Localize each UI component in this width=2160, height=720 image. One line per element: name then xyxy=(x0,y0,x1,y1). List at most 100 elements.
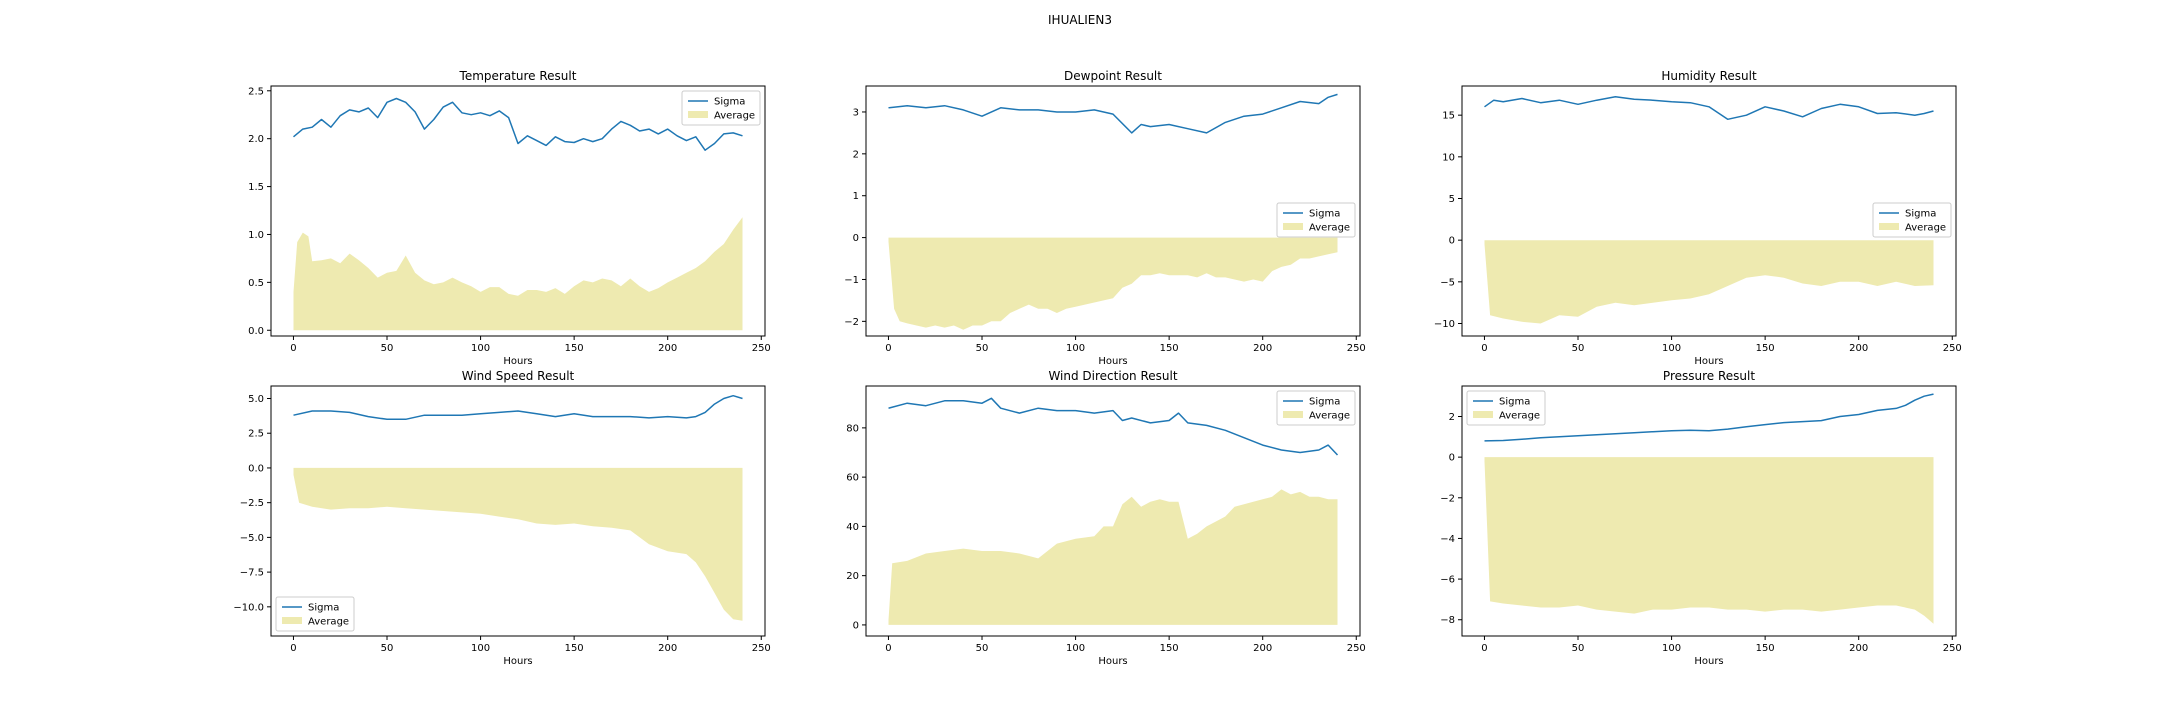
x-tick-label: 250 xyxy=(752,343,771,354)
x-tick-label: 200 xyxy=(1253,343,1272,354)
legend-average-label: Average xyxy=(1309,411,1350,422)
y-tick-label: −7.5 xyxy=(240,568,264,579)
x-tick-label: 100 xyxy=(471,343,490,354)
y-tick-label: −2.5 xyxy=(240,498,264,509)
x-tick-label: 150 xyxy=(1756,343,1775,354)
legend: Sigma Average xyxy=(275,596,355,632)
chart-panel: 0 50 100 150 200 250 −10.0 −7.5 −5.0 −2.5 0.0 2.5 5.… xyxy=(233,369,770,667)
chart-title: Temperature Result xyxy=(459,69,577,83)
y-tick-label: 2.0 xyxy=(248,134,264,145)
axes-frame xyxy=(865,385,1361,637)
series-sigma-line xyxy=(888,397,1339,456)
x-tick-label: 200 xyxy=(1849,343,1868,354)
y-tick-label: −6 xyxy=(1440,575,1455,586)
legend-average-swatch xyxy=(688,111,708,118)
x-tick-label: 100 xyxy=(1662,343,1681,354)
legend: Sigma Average xyxy=(681,90,761,126)
x-axis-label: Hours xyxy=(1694,656,1723,667)
series-average-area xyxy=(888,489,1338,625)
legend-sigma-label: Sigma xyxy=(1309,209,1340,220)
series-average-area xyxy=(1484,457,1934,624)
legend-average-swatch xyxy=(1283,411,1303,418)
x-tick-label: 150 xyxy=(1160,343,1179,354)
x-axis-label: Hours xyxy=(503,656,532,667)
x-tick-label: 0 xyxy=(885,643,891,654)
legend-average-label: Average xyxy=(308,617,349,628)
y-tick-label: −4 xyxy=(1440,534,1455,545)
x-tick-label: 100 xyxy=(1066,343,1085,354)
x-tick-label: 200 xyxy=(1253,643,1272,654)
series-average-area xyxy=(293,467,743,621)
x-tick-label: 150 xyxy=(1756,643,1775,654)
series-sigma-line xyxy=(888,93,1338,134)
y-tick-label: 0 xyxy=(1449,236,1455,247)
chart-panel: 0 50 100 150 200 250 0.0 0.5 1.0 1.5 2.0 2.5 Tempera… xyxy=(248,69,771,367)
x-tick-label: 50 xyxy=(381,643,394,654)
y-tick-label: 0.0 xyxy=(248,326,264,337)
x-tick-label: 250 xyxy=(1943,343,1962,354)
legend-average-label: Average xyxy=(1499,411,1540,422)
legend-sigma-label: Sigma xyxy=(1499,397,1530,408)
y-tick-label: −5.0 xyxy=(240,533,264,544)
x-tick-label: 150 xyxy=(1160,643,1179,654)
y-tick-label: 1.5 xyxy=(248,182,264,193)
x-tick-label: 250 xyxy=(1347,343,1366,354)
y-tick-label: 2.5 xyxy=(248,86,264,97)
y-tick-label: 15 xyxy=(1442,111,1455,122)
series-sigma-line xyxy=(293,97,743,151)
y-tick-label: −2 xyxy=(844,317,859,328)
x-tick-label: 0 xyxy=(885,343,891,354)
y-tick-label: −10 xyxy=(1434,319,1455,330)
x-tick-label: 200 xyxy=(658,343,677,354)
chart-title: Pressure Result xyxy=(1663,369,1755,383)
y-tick-label: 1 xyxy=(853,191,859,202)
series-average-area xyxy=(888,237,1338,330)
x-tick-label: 50 xyxy=(1572,343,1585,354)
x-tick-label: 50 xyxy=(381,343,394,354)
x-tick-label: 150 xyxy=(565,643,584,654)
y-tick-label: 10 xyxy=(1442,152,1455,163)
figure-title: IHUALIEN3 xyxy=(1048,13,1112,27)
y-tick-label: 0.5 xyxy=(248,278,264,289)
legend-sigma-label: Sigma xyxy=(714,97,745,108)
y-tick-label: 5.0 xyxy=(248,394,264,405)
legend-sigma-label: Sigma xyxy=(1905,209,1936,220)
y-tick-label: 60 xyxy=(846,473,859,484)
y-tick-label: −5 xyxy=(1440,277,1455,288)
legend-sigma-label: Sigma xyxy=(1309,397,1340,408)
x-tick-label: 50 xyxy=(1572,643,1585,654)
chart-panels: 0 50 100 150 200 2500.00.51.01.52.02.5Tempera… xyxy=(233,69,1961,667)
axes-frame xyxy=(865,85,1361,337)
y-tick-label: 0 xyxy=(853,233,859,244)
chart-title: Wind Direction Result xyxy=(1048,369,1177,383)
x-tick-label: 50 xyxy=(976,643,989,654)
y-tick-label: 80 xyxy=(846,423,859,434)
axes-frame xyxy=(270,85,766,337)
legend: Sigma Average xyxy=(1276,202,1356,238)
x-tick-label: 250 xyxy=(1347,643,1366,654)
series-average-area xyxy=(1484,240,1934,324)
y-tick-label: 0 xyxy=(853,620,859,631)
y-tick-label: 0.0 xyxy=(248,463,264,474)
x-tick-label: 150 xyxy=(565,343,584,354)
legend-sigma-label: Sigma xyxy=(308,603,339,614)
y-tick-label: 2.5 xyxy=(248,429,264,440)
series-average-area xyxy=(293,217,743,331)
y-tick-label: 2 xyxy=(853,149,859,160)
x-tick-label: 100 xyxy=(1662,643,1681,654)
legend: Sigma Average xyxy=(1466,390,1546,426)
legend-average-label: Average xyxy=(1905,223,1946,234)
y-tick-label: 40 xyxy=(846,522,859,533)
x-tick-label: 0 xyxy=(1481,643,1487,654)
x-tick-label: 250 xyxy=(752,643,771,654)
legend-average-swatch xyxy=(1283,223,1303,230)
y-tick-label: 2 xyxy=(1449,412,1455,423)
legend-average-label: Average xyxy=(714,111,755,122)
x-tick-label: 0 xyxy=(290,643,296,654)
x-tick-label: 250 xyxy=(1943,643,1962,654)
chart-panel: 0 50 100 150 200 250 −10 −5 0 5 10 15 Humidity Resul… xyxy=(1434,69,1962,367)
series-sigma-line xyxy=(1484,96,1934,121)
axes-frame xyxy=(270,385,766,637)
x-axis-label: Hours xyxy=(1098,356,1127,367)
